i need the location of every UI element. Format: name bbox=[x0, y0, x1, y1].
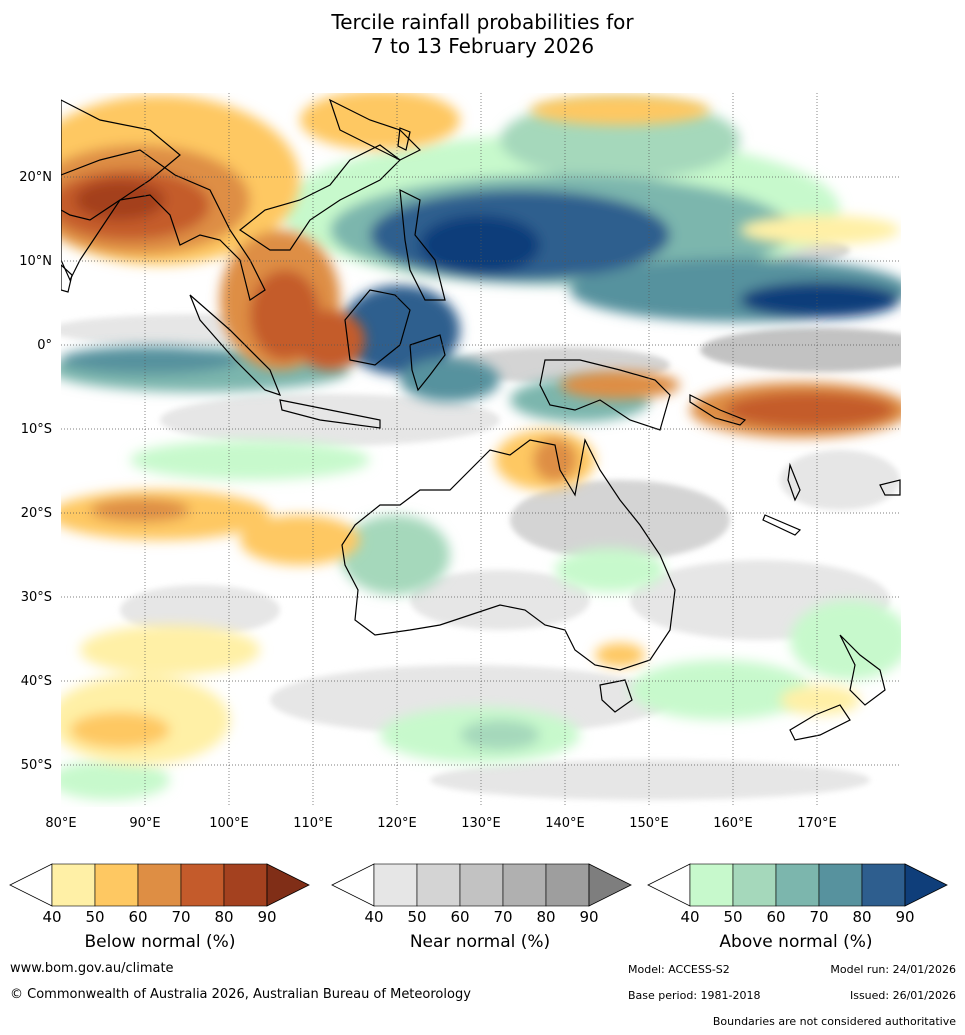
title-line-2: 7 to 13 February 2026 bbox=[370, 34, 595, 58]
lat-label: 10°N bbox=[19, 254, 52, 269]
lon-label: 150°E bbox=[629, 816, 669, 831]
china-coast bbox=[328, 98, 422, 161]
lon-label: 140°E bbox=[545, 816, 585, 831]
lat-label: 20°N bbox=[19, 170, 52, 185]
near-normal-label: Near normal (%) bbox=[409, 932, 551, 952]
issued-text: Issued: 26/01/2026 bbox=[849, 989, 956, 1002]
above-tick-label: 80 bbox=[852, 908, 871, 926]
disclaimer-text: Boundaries are not considered authoritat… bbox=[712, 1015, 956, 1028]
lat-label: 10°S bbox=[21, 422, 52, 437]
near-color-segment bbox=[502, 863, 547, 907]
map-title: Tercile rainfall probabilities for 7 to … bbox=[0, 10, 965, 58]
above-color-segment bbox=[732, 863, 777, 907]
near-normal-colorbar: 40 50 60 70 80 90 bbox=[331, 863, 632, 926]
near-color-segment bbox=[416, 863, 461, 907]
lat-label: 20°S bbox=[21, 506, 52, 521]
lon-label: 160°E bbox=[713, 816, 753, 831]
near-tick-label: 90 bbox=[579, 908, 598, 926]
below-under-triangle bbox=[9, 863, 53, 907]
above-tick-label: 60 bbox=[766, 908, 785, 926]
below-normal-label: Below normal (%) bbox=[84, 932, 236, 952]
near-tick-label: 40 bbox=[364, 908, 383, 926]
above-tick-label: 50 bbox=[723, 908, 742, 926]
below-over-triangle bbox=[266, 863, 310, 907]
model-run-text: Model run: 24/01/2026 bbox=[830, 963, 956, 976]
above-normal-colorbar: 40 50 60 70 80 90 bbox=[647, 863, 948, 926]
above-normal-label: Above normal (%) bbox=[719, 932, 873, 952]
lon-label: 120°E bbox=[377, 816, 417, 831]
below-color-segment bbox=[180, 863, 225, 907]
near-color-segment bbox=[459, 863, 504, 907]
above-tick-label: 90 bbox=[895, 908, 914, 926]
vanuatu-islands bbox=[787, 462, 801, 502]
above-normal-areas bbox=[61, 100, 901, 800]
below-color-segment bbox=[137, 863, 182, 907]
near-color-segment bbox=[373, 863, 418, 907]
gridlines bbox=[61, 93, 901, 807]
below-tick-label: 70 bbox=[171, 908, 190, 926]
lon-label: 90°E bbox=[129, 816, 160, 831]
longitude-labels: 80°E 90°E 100°E 110°E 120°E 130°E 140°E … bbox=[45, 816, 836, 831]
above-under-triangle bbox=[647, 863, 691, 907]
solomon-islands bbox=[689, 394, 747, 426]
near-tick-label: 50 bbox=[407, 908, 426, 926]
lat-label: 50°S bbox=[21, 758, 52, 773]
above-color-segment bbox=[818, 863, 863, 907]
latitude-labels: 20°N 10°N 0° 10°S 20°S 30°S 40°S 50°S bbox=[19, 170, 52, 773]
taiwan-coast bbox=[397, 127, 411, 151]
map-field bbox=[61, 93, 901, 807]
lon-label: 110°E bbox=[293, 816, 333, 831]
near-over-triangle bbox=[588, 863, 632, 907]
base-period-text: Base period: 1981-2018 bbox=[628, 989, 761, 1002]
near-under-triangle bbox=[331, 863, 375, 907]
mainland-asia-coast bbox=[61, 149, 266, 301]
above-color-segment bbox=[861, 863, 906, 907]
lon-label: 130°E bbox=[461, 816, 501, 831]
borneo-coast bbox=[344, 289, 411, 366]
near-color-segment bbox=[545, 863, 590, 907]
below-tick-label: 90 bbox=[257, 908, 276, 926]
below-color-segment bbox=[94, 863, 139, 907]
philippines-coast bbox=[399, 188, 446, 301]
new-caledonia bbox=[762, 514, 802, 536]
lon-label: 100°E bbox=[209, 816, 249, 831]
below-tick-label: 40 bbox=[42, 908, 61, 926]
below-tick-label: 80 bbox=[214, 908, 233, 926]
india-coast bbox=[61, 99, 181, 282]
tasmania-coast bbox=[599, 679, 633, 713]
lat-label: 40°S bbox=[21, 674, 52, 689]
new-zealand-north bbox=[839, 634, 886, 706]
above-tick-label: 40 bbox=[680, 908, 699, 926]
lon-label: 80°E bbox=[45, 816, 76, 831]
above-over-triangle bbox=[904, 863, 948, 907]
near-tick-label: 60 bbox=[450, 908, 469, 926]
lat-label: 0° bbox=[37, 338, 52, 353]
sri-lanka-coast bbox=[61, 264, 73, 293]
website-link[interactable]: www.bom.gov.au/climate bbox=[10, 961, 174, 976]
sumatra-coast bbox=[189, 294, 282, 396]
below-tick-label: 60 bbox=[128, 908, 147, 926]
copyright-text: © Commonwealth of Australia 2026, Austra… bbox=[10, 987, 471, 1002]
sulawesi-coast bbox=[409, 334, 446, 392]
australia-coast bbox=[341, 438, 676, 671]
title-line-1: Tercile rainfall probabilities for bbox=[331, 10, 634, 34]
java-coast bbox=[279, 399, 381, 429]
below-tick-label: 50 bbox=[85, 908, 104, 926]
new-zealand-south bbox=[789, 704, 851, 741]
above-tick-label: 70 bbox=[809, 908, 828, 926]
above-color-segment bbox=[689, 863, 734, 907]
fiji-islands bbox=[879, 479, 901, 496]
below-color-segment bbox=[51, 863, 96, 907]
near-tick-label: 80 bbox=[536, 908, 555, 926]
coastlines bbox=[61, 98, 901, 741]
lat-label: 30°S bbox=[21, 590, 52, 605]
below-normal-colorbar: 40 50 60 70 80 90 bbox=[9, 863, 310, 926]
new-guinea-coast bbox=[539, 359, 671, 431]
below-color-segment bbox=[223, 863, 268, 907]
above-color-segment bbox=[775, 863, 820, 907]
model-text: Model: ACCESS-S2 bbox=[628, 963, 730, 976]
near-tick-label: 70 bbox=[493, 908, 512, 926]
lon-label: 170°E bbox=[797, 816, 837, 831]
